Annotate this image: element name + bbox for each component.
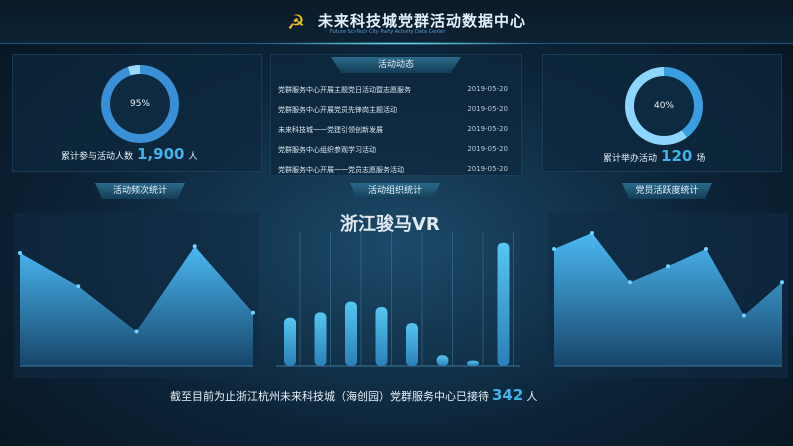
area-fill xyxy=(554,233,782,366)
data-point xyxy=(552,246,556,251)
activities-panel: 40% 累计举办活动 120 场 xyxy=(542,54,782,172)
activities-stat: 累计举办活动 120 场 xyxy=(603,147,705,165)
footer-text: 截至目前为止浙江杭州未来科技城（海创园）党群服务中心已接待 xyxy=(170,390,489,403)
ring-percent: 95% xyxy=(110,74,170,134)
news-date: 2019-05-20 xyxy=(467,165,508,173)
stat-label: 累计举办活动 xyxy=(603,154,658,164)
data-point xyxy=(251,310,255,315)
center-bar-chart xyxy=(276,232,520,367)
chart-title-left: 活动频次统计 xyxy=(95,183,185,199)
news-text: 党群服务中心开展主题党日活动暨志愿服务 xyxy=(278,86,411,94)
bar xyxy=(467,360,479,366)
data-point xyxy=(76,284,81,289)
news-date: 2019-05-20 xyxy=(467,85,508,93)
page-title: 未来科技城党群活动数据中心 xyxy=(318,12,527,30)
watermark: 浙江骏马VR xyxy=(340,214,440,235)
data-point xyxy=(590,231,594,235)
ring-percent: 40% xyxy=(634,76,694,136)
left-area-chart xyxy=(14,213,259,378)
chart-title-center: 活动组织统计 xyxy=(350,183,440,199)
news-item[interactable]: 党群服务中心组织参观学习活动 2019-05-20 xyxy=(278,145,508,155)
data-point xyxy=(742,313,746,318)
data-point xyxy=(780,280,784,285)
stat-value: 120 xyxy=(661,147,693,165)
news-item[interactable]: 党群服务中心开展党员先锋岗主题活动 2019-05-20 xyxy=(278,105,508,115)
news-item[interactable]: 未来科技城一一党建引领创新发展 2019-05-20 xyxy=(278,125,508,135)
data-point xyxy=(192,244,197,249)
stat-unit: 场 xyxy=(696,154,706,164)
participants-stat: 累计参与活动人数 1,900 人 xyxy=(61,145,197,163)
bar xyxy=(284,317,296,366)
news-text: 未来科技城一一党建引领创新发展 xyxy=(278,126,383,134)
participants-panel: 95% 累计参与活动人数 1,900 人 xyxy=(12,54,262,172)
hammer-sickle-icon: ☭ xyxy=(287,10,305,34)
data-point xyxy=(704,246,708,251)
right-area-chart xyxy=(548,213,788,378)
news-text: 党群服务中心组织参观学习活动 xyxy=(278,146,376,154)
news-panel: 活动动态 xyxy=(270,54,522,176)
activity-ring: 40% xyxy=(625,67,703,145)
participation-ring: 95% xyxy=(101,65,179,143)
footer-value: 342 xyxy=(492,386,524,404)
footer-unit: 人 xyxy=(526,390,538,403)
news-date: 2019-05-20 xyxy=(467,125,508,133)
bar xyxy=(345,301,357,366)
news-title: 活动动态 xyxy=(331,57,461,73)
stat-label: 累计参与活动人数 xyxy=(61,152,134,162)
bar xyxy=(497,242,510,366)
stat-value: 1,900 xyxy=(137,145,185,163)
bar xyxy=(436,355,449,366)
data-point xyxy=(134,329,139,334)
chart-title-right: 党员活跃度统计 xyxy=(622,183,712,199)
bar xyxy=(375,307,388,366)
news-text: 党群服务中心开展一一党员志愿服务活动 xyxy=(278,166,404,174)
bar xyxy=(406,323,418,366)
news-item[interactable]: 党群服务中心开展主题党日活动暨志愿服务 2019-05-20 xyxy=(278,85,508,95)
news-date: 2019-05-20 xyxy=(467,105,508,113)
news-text: 党群服务中心开展党员先锋岗主题活动 xyxy=(278,106,397,114)
data-point xyxy=(666,264,670,269)
page-subtitle: Future Sci-Tech City Party Activity Data… xyxy=(330,29,446,35)
news-item[interactable]: 党群服务中心开展一一党员志愿服务活动 2019-05-20 xyxy=(278,165,508,175)
data-point xyxy=(628,280,632,285)
bar xyxy=(314,312,327,366)
data-point xyxy=(18,250,22,255)
news-date: 2019-05-20 xyxy=(467,145,508,153)
area-fill xyxy=(20,246,253,366)
footer-summary: 截至目前为止浙江杭州未来科技城（海创园）党群服务中心已接待 342 人 xyxy=(170,386,537,404)
stat-unit: 人 xyxy=(188,152,198,162)
header: ☭ 未来科技城党群活动数据中心 Future Sci-Tech City Par… xyxy=(0,0,793,45)
header-glow xyxy=(250,42,550,45)
